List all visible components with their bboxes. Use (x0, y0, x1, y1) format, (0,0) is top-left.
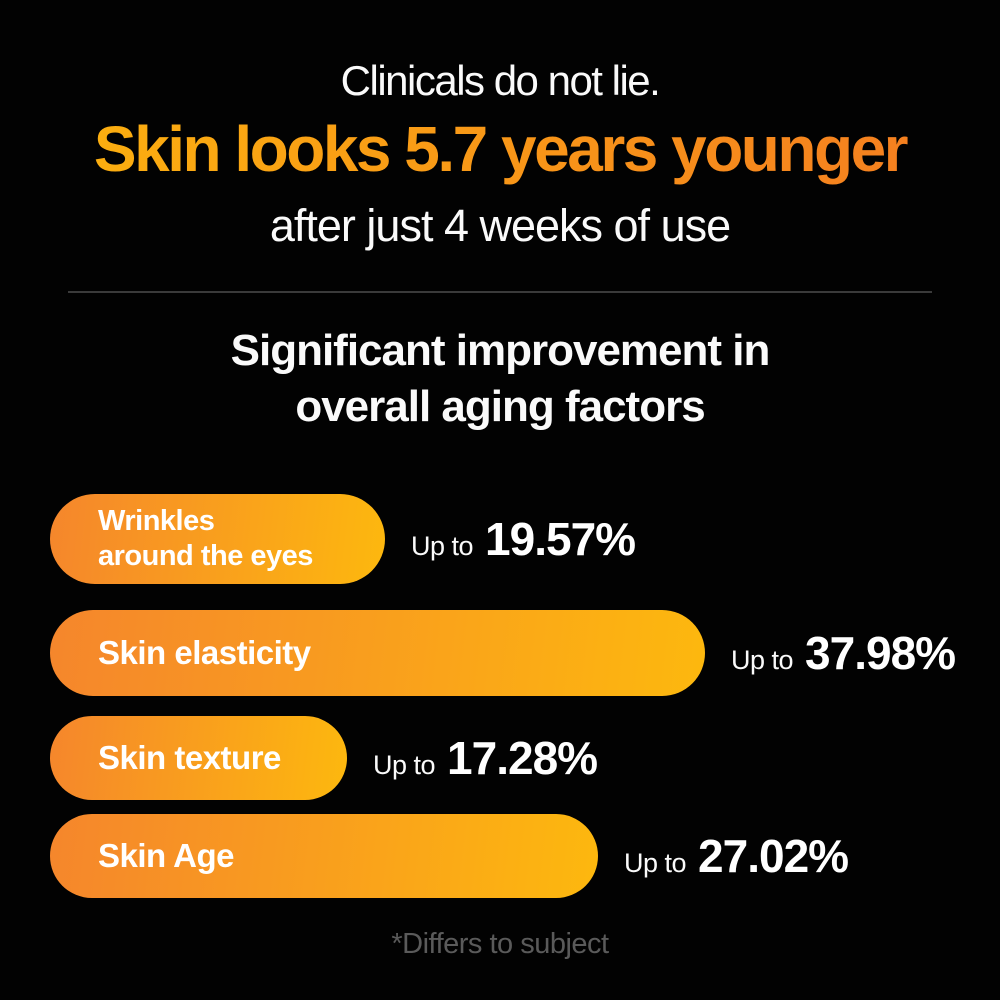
value-prefix: Up to (731, 645, 794, 675)
chart-row-skin-elasticity: Skin elasticity Up to 37.98% (50, 610, 956, 696)
bar-wrinkles-around-the-eyes: Wrinkles around the eyes (50, 494, 385, 584)
bar-skin-age: Skin Age (50, 814, 598, 898)
section-title-line2: overall aging factors (295, 382, 705, 431)
value-percent: 27.02% (698, 830, 849, 882)
chart-row-wrinkles: Wrinkles around the eyes Up to 19.57% (50, 494, 636, 584)
bar-label: Skin texture (98, 739, 281, 776)
chart-row-skin-age: Skin Age Up to 27.02% (50, 814, 849, 898)
value-percent: 19.57% (485, 513, 636, 565)
section-title: Significant improvement in overall aging… (0, 323, 1000, 435)
bar-skin-elasticity: Skin elasticity (50, 610, 705, 696)
value-prefix: Up to (373, 750, 436, 780)
header-tagline: Clinicals do not lie. (340, 57, 661, 104)
value-prefix: Up to (624, 848, 687, 878)
value-percent: 37.98% (805, 627, 956, 679)
value-group: Up to 37.98% (731, 626, 956, 680)
chart-row-skin-texture: Skin texture Up to 17.28% (50, 716, 598, 800)
value-prefix: Up to (411, 531, 474, 561)
value-group: Up to 19.57% (411, 512, 636, 566)
headline: Skin looks 5.7 years younger (0, 112, 1000, 186)
value-group: Up to 17.28% (373, 731, 598, 785)
footer-disclaimer: *Differs to subject (391, 928, 609, 960)
bar-label: Wrinkles around the eyes (98, 505, 313, 572)
bar-label: Skin Age (98, 837, 234, 874)
divider-line (68, 291, 932, 293)
bar-label: Skin elasticity (98, 634, 311, 671)
section-title-line1: Significant improvement in (230, 326, 771, 375)
value-group: Up to 27.02% (624, 829, 849, 883)
header-subline: after just 4 weeks of use (269, 200, 731, 251)
improvement-bar-chart: Wrinkles around the eyes Up to 19.57% Sk… (50, 0, 1000, 1000)
value-percent: 17.28% (447, 732, 598, 784)
bar-skin-texture: Skin texture (50, 716, 347, 800)
